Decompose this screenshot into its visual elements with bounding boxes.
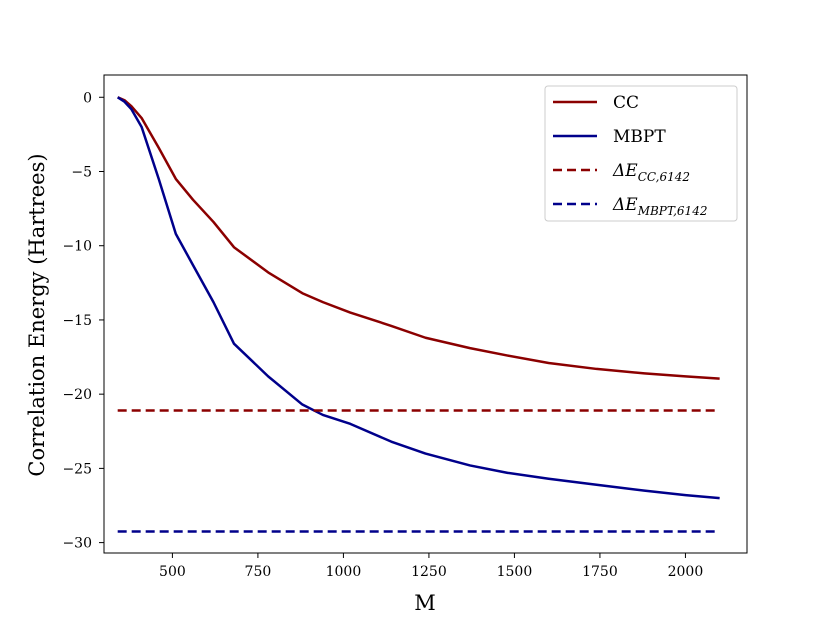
y-tick-label: 0 bbox=[83, 90, 92, 106]
legend-label-mbpt: MBPT bbox=[613, 127, 666, 147]
y-tick-label: −10 bbox=[62, 239, 92, 255]
legend-label-delta-cc: ΔECC,6142 bbox=[612, 161, 690, 184]
y-tick-label: −25 bbox=[62, 461, 92, 477]
y-axis-title: Correlation Energy (Hartrees) bbox=[25, 153, 49, 476]
legend-label-cc: CC bbox=[613, 93, 639, 113]
legend-delta-mbpt-symbol: ΔE bbox=[612, 195, 638, 215]
y-tick-label: −30 bbox=[62, 536, 92, 552]
legend: CC MBPT ΔECC,6142 ΔEMBPT,6142 bbox=[544, 85, 738, 222]
x-tick-label: 1000 bbox=[326, 564, 362, 580]
x-tick-label: 1750 bbox=[582, 564, 618, 580]
x-tick-label: 750 bbox=[245, 564, 272, 580]
y-tick-label: −5 bbox=[71, 164, 92, 180]
tick-group: 500 750 1000 1250 1500 1750 2000 0 −5 −10 −15 −20 −2… bbox=[62, 90, 703, 580]
series-group bbox=[116, 96, 720, 533]
series-line-mbpt bbox=[116, 96, 720, 500]
x-tick-label: 2000 bbox=[668, 564, 704, 580]
x-tick-label: 1500 bbox=[497, 564, 533, 580]
legend-delta-mbpt-subscript: MBPT,6142 bbox=[637, 204, 708, 218]
y-tick-label: −15 bbox=[62, 313, 92, 329]
legend-delta-cc-subscript: CC,6142 bbox=[638, 170, 690, 184]
x-axis-title: M bbox=[414, 591, 436, 615]
legend-box bbox=[544, 85, 738, 222]
series-line-cc bbox=[117, 96, 720, 380]
y-tick-label: −20 bbox=[62, 387, 92, 403]
x-tick-label: 500 bbox=[159, 564, 186, 580]
legend-label-delta-mbpt: ΔEMBPT,6142 bbox=[612, 195, 707, 218]
x-tick-label: 1250 bbox=[411, 564, 447, 580]
legend-delta-cc-symbol: ΔE bbox=[612, 161, 638, 181]
